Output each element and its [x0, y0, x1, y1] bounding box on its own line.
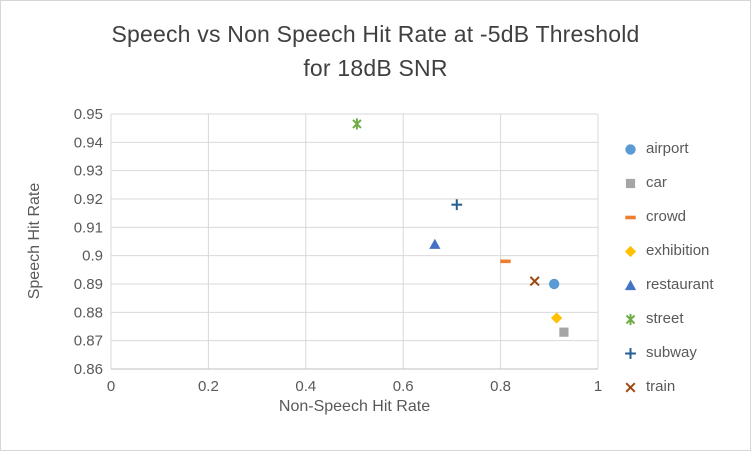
legend-marker-train — [625, 381, 636, 393]
plus-marker-icon — [625, 347, 636, 359]
marker-street — [352, 118, 362, 130]
triangle-marker-icon — [624, 279, 637, 290]
legend-label: car — [646, 174, 667, 191]
star-marker-icon — [625, 313, 636, 325]
legend-item-street: street — [623, 309, 714, 329]
x-axis-title: Non-Speech Hit Rate — [278, 398, 431, 415]
x-marker-icon — [625, 381, 636, 393]
marker-train — [529, 276, 540, 287]
legend-marker-exhibition — [624, 245, 637, 257]
y-tick-label: 0.9 — [82, 248, 103, 265]
legend-marker-airport — [625, 143, 636, 155]
legend-item-crowd: crowd — [623, 207, 714, 227]
legend: airport car crowd exhibition restaurant stree… — [623, 139, 714, 397]
marker-subway — [451, 199, 463, 211]
x-tick-label: 1 — [594, 378, 602, 395]
legend-item-exhibition: exhibition — [623, 241, 714, 261]
legend-label: airport — [646, 140, 689, 157]
legend-marker-restaurant — [624, 279, 637, 290]
marker-crowd — [500, 259, 511, 264]
y-tick-label: 0.93 — [74, 163, 103, 180]
legend-marker-street — [625, 313, 636, 325]
y-tick-label: 0.92 — [74, 191, 103, 208]
legend-item-restaurant: restaurant — [623, 275, 714, 295]
legend-item-subway: subway — [623, 343, 714, 363]
y-tick-label: 0.95 — [74, 106, 103, 123]
legend-item-car: car — [623, 173, 714, 193]
legend-item-train: train — [623, 377, 714, 397]
x-tick-label: 0.4 — [295, 378, 316, 395]
y-tick-label: 0.87 — [74, 333, 103, 350]
square-marker-icon — [625, 178, 636, 188]
y-tick-label: 0.88 — [74, 304, 103, 321]
y-tick-label: 0.94 — [74, 134, 103, 151]
circle-marker-icon — [625, 143, 636, 155]
chart-title-line2: for 18dB SNR — [303, 55, 448, 81]
legend-marker-car — [625, 178, 636, 188]
y-tick-label: 0.86 — [74, 361, 103, 378]
y-axis-title: Speech Hit Rate — [26, 182, 43, 300]
chart-title-line1: Speech vs Non Speech Hit Rate at -5dB Th… — [111, 21, 640, 47]
marker-airport — [548, 278, 560, 290]
marker-exhibition — [551, 312, 563, 324]
x-tick-label: 0.2 — [198, 378, 219, 395]
marker-restaurant — [429, 238, 441, 249]
dash-marker-icon — [625, 215, 636, 219]
legend-label: restaurant — [646, 276, 714, 293]
legend-label: subway — [646, 344, 697, 361]
legend-label: crowd — [646, 208, 687, 225]
legend-item-airport: airport — [623, 139, 714, 159]
x-tick-label: 0.6 — [393, 378, 414, 395]
legend-marker-crowd — [625, 215, 636, 219]
legend-label: train — [646, 378, 676, 395]
diamond-marker-icon — [624, 245, 637, 257]
marker-car — [559, 327, 569, 337]
y-tick-label: 0.89 — [74, 276, 103, 293]
legend-marker-subway — [625, 347, 636, 359]
legend-label: exhibition — [646, 242, 710, 259]
x-tick-label: 0 — [107, 378, 115, 395]
x-tick-label: 0.8 — [490, 378, 511, 395]
legend-label: street — [646, 310, 684, 327]
y-tick-label: 0.91 — [74, 219, 103, 236]
chart-title: Speech vs Non Speech Hit Rate at -5dB Th… — [1, 17, 750, 85]
